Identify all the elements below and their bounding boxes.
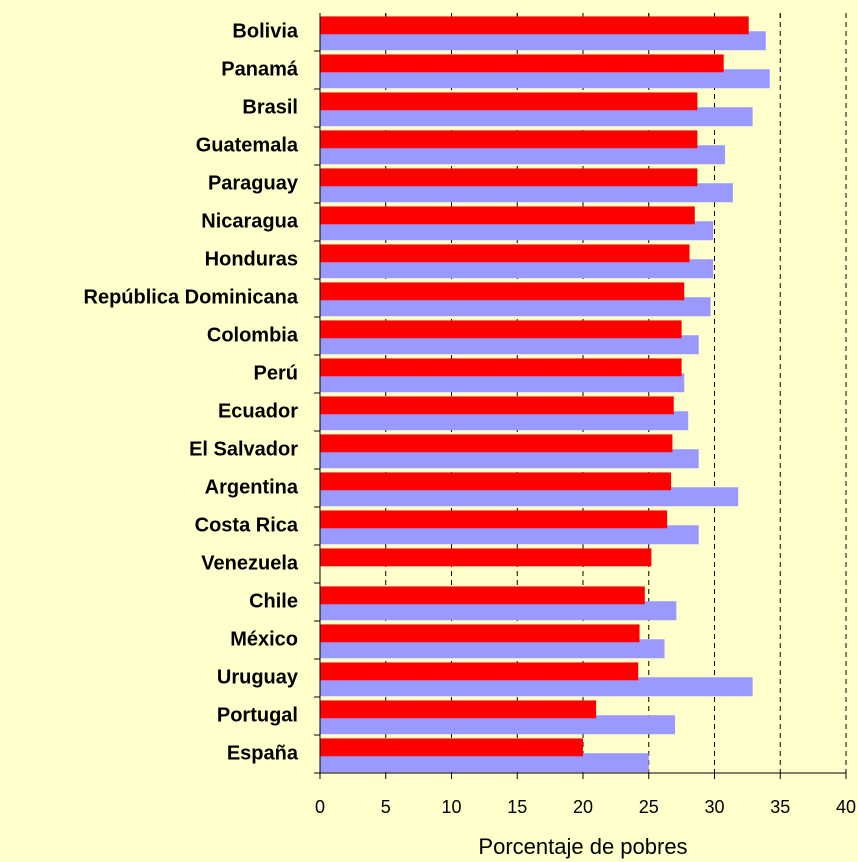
bar: [320, 54, 724, 73]
x-tick-label: 30: [704, 797, 724, 817]
y-tick-label: Bolivia: [232, 20, 298, 42]
bar: [320, 373, 685, 393]
bar: [320, 601, 677, 621]
x-tick-label: 0: [315, 797, 325, 817]
bar: [320, 221, 714, 241]
bar: [320, 715, 676, 735]
x-tick-label: 25: [639, 797, 659, 817]
y-tick-label: Honduras: [205, 248, 298, 270]
y-tick-label: Argentina: [205, 476, 299, 498]
bar: [320, 335, 699, 355]
x-tick-label: 10: [441, 797, 461, 817]
bar: [320, 396, 674, 415]
y-tick-label: Uruguay: [217, 666, 299, 688]
bar: [320, 358, 682, 377]
y-tick-label: Costa Rica: [195, 514, 299, 536]
x-tick-label: 40: [836, 797, 856, 817]
bar: [320, 69, 770, 89]
y-tick-label: México: [230, 628, 298, 650]
y-tick-label: Venezuela: [201, 552, 299, 574]
bar: [320, 624, 640, 643]
x-tick-label: 35: [770, 797, 790, 817]
bar: [320, 145, 726, 165]
y-tick-label: España: [227, 742, 299, 764]
y-tick-label: Chile: [249, 590, 298, 612]
bar: [320, 586, 645, 605]
y-tick-label: Portugal: [217, 704, 298, 726]
y-tick-label: Paraguay: [208, 172, 299, 194]
bar: [320, 206, 695, 225]
y-tick-label: República Dominicana: [84, 286, 299, 308]
bar: [320, 662, 639, 681]
bar: [320, 259, 714, 279]
x-tick-label: 20: [573, 797, 593, 817]
y-tick-label: Colombia: [207, 324, 299, 346]
bar: [320, 107, 753, 127]
y-tick-label: Guatemala: [196, 134, 299, 156]
bar: [320, 130, 698, 149]
y-tick-label: Panamá: [221, 58, 299, 80]
bar: [320, 449, 699, 469]
bar: [320, 677, 753, 697]
y-tick-label: Nicaragua: [201, 210, 299, 232]
bar: [320, 472, 672, 491]
bar: [320, 411, 689, 431]
bar: [320, 510, 668, 529]
bar: [320, 297, 711, 317]
bar: [320, 548, 652, 567]
bar: [320, 700, 597, 719]
x-tick-label: 5: [381, 797, 391, 817]
bar: [320, 244, 690, 263]
bar: [320, 282, 685, 301]
x-axis-title: Porcentaje de pobres: [478, 834, 687, 859]
bar: [320, 168, 698, 187]
bar: [320, 487, 739, 507]
bar: [320, 183, 733, 203]
bar: [320, 320, 682, 339]
bar: [320, 92, 698, 111]
bar: [320, 753, 649, 773]
y-tick-label: Brasil: [242, 96, 298, 118]
bar: [320, 31, 766, 51]
bar: [320, 639, 665, 659]
bar: [320, 525, 699, 545]
bar: [320, 738, 583, 757]
y-tick-label: Perú: [254, 362, 298, 384]
y-tick-label: Ecuador: [218, 400, 298, 422]
bar: [320, 16, 749, 35]
y-tick-label: El Salvador: [189, 438, 298, 460]
bar: [320, 434, 673, 453]
x-tick-label: 15: [507, 797, 527, 817]
